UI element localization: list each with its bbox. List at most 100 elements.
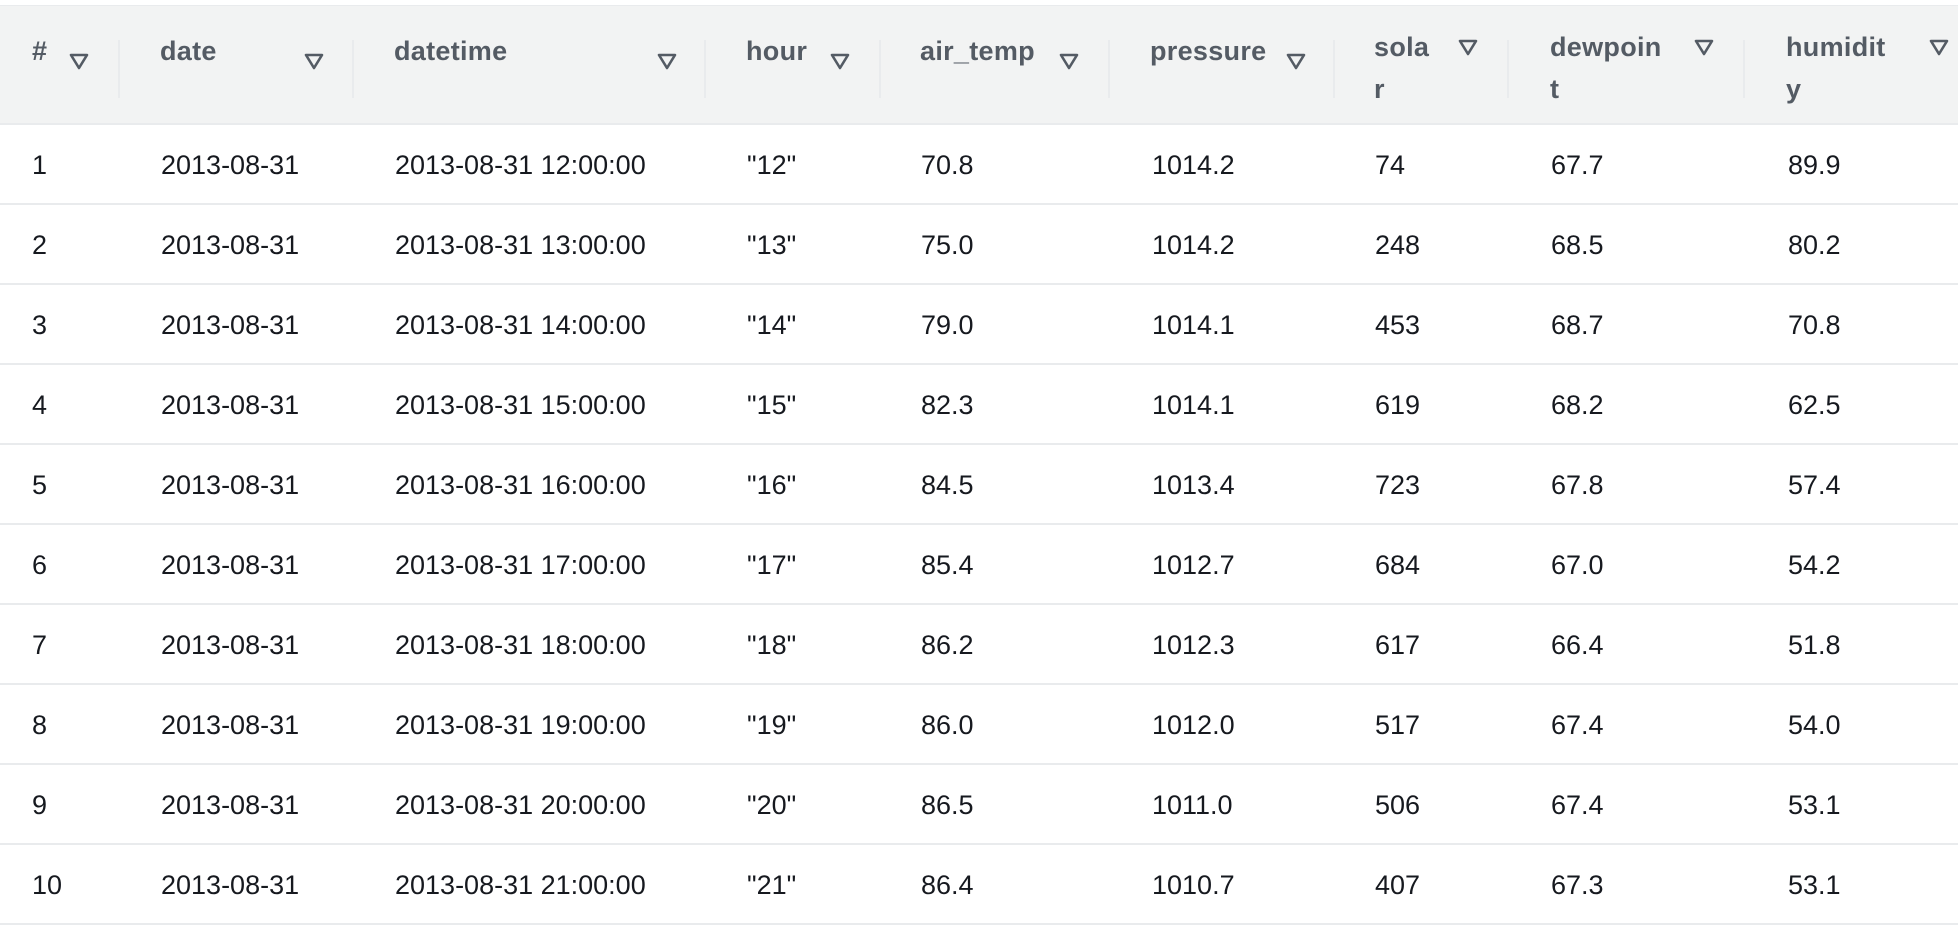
date-cell: 2013-08-31	[161, 790, 300, 820]
air-temp-cell: 86.5	[921, 790, 974, 820]
hour-cell: "12"	[747, 150, 797, 180]
table-row[interactable]: 5 2013-08-31 2013-08-31 16:00:00 "16" 84.5 10…	[0, 445, 1958, 525]
sort-triangle-down-icon[interactable]	[1285, 50, 1307, 72]
pressure-cell: 1014.1	[1152, 310, 1235, 340]
hour-cell: "20"	[747, 790, 797, 820]
column-header-datetime[interactable]: datetime	[362, 6, 702, 124]
dewpoint-cell: 67.8	[1551, 470, 1604, 500]
row-number-cell: 8	[32, 710, 48, 740]
datetime-cell: 2013-08-31 21:00:00	[395, 870, 646, 900]
table-header: # date datetime hour air_temp pressure	[0, 5, 1958, 125]
column-header-humidity[interactable]: humidit y	[1754, 6, 1958, 124]
column-header-num[interactable]: #	[0, 6, 120, 124]
sort-triangle-down-icon[interactable]	[1457, 36, 1479, 58]
column-header-label: pressure	[1150, 36, 1267, 66]
sort-triangle-down-icon[interactable]	[829, 50, 851, 72]
column-header-solar[interactable]: sola r	[1342, 6, 1507, 124]
hour-cell: "21"	[747, 870, 797, 900]
date-cell: 2013-08-31	[161, 630, 300, 660]
datetime-cell: 2013-08-31 19:00:00	[395, 710, 646, 740]
solar-cell: 407	[1375, 870, 1421, 900]
row-number-cell: 9	[32, 790, 48, 820]
air-temp-cell: 70.8	[921, 150, 974, 180]
column-divider[interactable]	[1507, 40, 1509, 98]
column-header-hour[interactable]: hour	[714, 6, 879, 124]
air-temp-cell: 75.0	[921, 230, 974, 260]
datetime-cell: 2013-08-31 14:00:00	[395, 310, 646, 340]
column-header-label: humidit y	[1786, 32, 1886, 104]
date-cell: 2013-08-31	[161, 310, 300, 340]
column-header-air-temp[interactable]: air_temp	[888, 6, 1108, 124]
table-row[interactable]: 2 2013-08-31 2013-08-31 13:00:00 "13" 75.0 10…	[0, 205, 1958, 285]
humidity-cell: 54.0	[1788, 710, 1841, 740]
air-temp-cell: 86.4	[921, 870, 974, 900]
sort-triangle-down-icon[interactable]	[303, 50, 325, 72]
column-divider[interactable]	[879, 40, 881, 98]
column-divider[interactable]	[1333, 40, 1335, 98]
pressure-cell: 1011.0	[1152, 790, 1233, 820]
datetime-cell: 2013-08-31 13:00:00	[395, 230, 646, 260]
sort-triangle-down-icon[interactable]	[656, 50, 678, 72]
date-cell: 2013-08-31	[161, 390, 300, 420]
column-divider[interactable]	[1743, 40, 1745, 98]
column-header-dewpoint[interactable]: dewpoin t	[1518, 6, 1743, 124]
hour-cell: "16"	[747, 470, 797, 500]
sort-triangle-down-icon[interactable]	[1693, 36, 1715, 58]
air-temp-cell: 86.2	[921, 630, 974, 660]
pressure-cell: 1013.4	[1152, 470, 1235, 500]
table-row[interactable]: 6 2013-08-31 2013-08-31 17:00:00 "17" 85.4 10…	[0, 525, 1958, 605]
table-row[interactable]: 7 2013-08-31 2013-08-31 18:00:00 "18" 86.2 10…	[0, 605, 1958, 685]
solar-cell: 248	[1375, 230, 1421, 260]
dewpoint-cell: 68.5	[1551, 230, 1604, 260]
sort-triangle-down-icon[interactable]	[68, 50, 90, 72]
table-row[interactable]: 10 2013-08-31 2013-08-31 21:00:00 "21" 86.4 1…	[0, 845, 1958, 925]
datetime-cell: 2013-08-31 17:00:00	[395, 550, 646, 580]
datetime-cell: 2013-08-31 16:00:00	[395, 470, 646, 500]
date-cell: 2013-08-31	[161, 710, 300, 740]
air-temp-cell: 82.3	[921, 390, 974, 420]
table-row[interactable]: 4 2013-08-31 2013-08-31 15:00:00 "15" 82.3 10…	[0, 365, 1958, 445]
table-row[interactable]: 3 2013-08-31 2013-08-31 14:00:00 "14" 79.0 10…	[0, 285, 1958, 365]
row-number-cell: 6	[32, 550, 48, 580]
air-temp-cell: 85.4	[921, 550, 974, 580]
solar-cell: 517	[1375, 710, 1421, 740]
humidity-cell: 89.9	[1788, 150, 1841, 180]
pressure-cell: 1014.2	[1152, 230, 1235, 260]
air-temp-cell: 84.5	[921, 470, 974, 500]
hour-cell: "14"	[747, 310, 797, 340]
table-row[interactable]: 9 2013-08-31 2013-08-31 20:00:00 "20" 86.5 10…	[0, 765, 1958, 845]
column-divider[interactable]	[1108, 40, 1110, 98]
column-header-pressure[interactable]: pressure	[1118, 6, 1334, 124]
humidity-cell: 62.5	[1788, 390, 1841, 420]
table-row[interactable]: 8 2013-08-31 2013-08-31 19:00:00 "19" 86.0 10…	[0, 685, 1958, 765]
dewpoint-cell: 68.7	[1551, 310, 1604, 340]
pressure-cell: 1014.2	[1152, 150, 1235, 180]
sort-triangle-down-icon[interactable]	[1928, 36, 1950, 58]
air-temp-cell: 86.0	[921, 710, 974, 740]
hour-cell: "15"	[747, 390, 797, 420]
dewpoint-cell: 68.2	[1551, 390, 1604, 420]
column-header-label: datetime	[394, 36, 508, 66]
datetime-cell: 2013-08-31 18:00:00	[395, 630, 646, 660]
air-temp-cell: 79.0	[921, 310, 974, 340]
pressure-cell: 1012.0	[1152, 710, 1235, 740]
column-divider[interactable]	[352, 40, 354, 98]
column-header-date[interactable]: date	[128, 6, 353, 124]
column-divider[interactable]	[118, 40, 120, 98]
date-cell: 2013-08-31	[161, 870, 300, 900]
solar-cell: 506	[1375, 790, 1421, 820]
datetime-cell: 2013-08-31 20:00:00	[395, 790, 646, 820]
dewpoint-cell: 67.0	[1551, 550, 1604, 580]
humidity-cell: 53.1	[1788, 790, 1841, 820]
date-cell: 2013-08-31	[161, 470, 300, 500]
table-row[interactable]: 1 2013-08-31 2013-08-31 12:00:00 "12" 70.8 10…	[0, 125, 1958, 205]
solar-cell: 619	[1375, 390, 1421, 420]
dewpoint-cell: 67.4	[1551, 710, 1604, 740]
column-header-label: air_temp	[920, 36, 1035, 66]
pressure-cell: 1012.7	[1152, 550, 1235, 580]
column-divider[interactable]	[704, 40, 706, 98]
date-cell: 2013-08-31	[161, 150, 300, 180]
dewpoint-cell: 67.7	[1551, 150, 1604, 180]
sort-triangle-down-icon[interactable]	[1058, 50, 1080, 72]
